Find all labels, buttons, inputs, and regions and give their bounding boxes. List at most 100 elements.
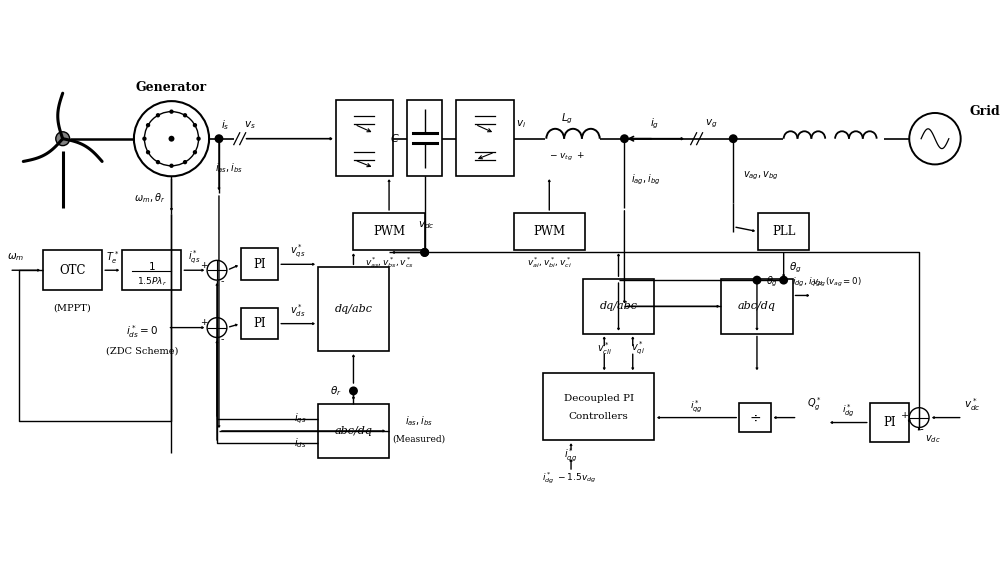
Text: $\theta_g$: $\theta_g$ [789, 261, 802, 275]
Text: $i^*_{qs}$: $i^*_{qs}$ [188, 249, 200, 266]
Circle shape [729, 134, 738, 143]
Bar [758, 213, 809, 250]
Text: PWM: PWM [373, 225, 405, 238]
Text: $v_s$: $v_s$ [244, 119, 256, 131]
Text: dq/abc: dq/abc [600, 301, 638, 311]
Text: (Measured): (Measured) [392, 434, 445, 443]
Text: $Q^*_g$: $Q^*_g$ [807, 396, 822, 413]
Text: $i_{as},i_{bs}$: $i_{as},i_{bs}$ [405, 414, 433, 428]
Text: $i^*_{dg}\ -1.5v_{dg}$: $i^*_{dg}\ -1.5v_{dg}$ [542, 470, 596, 486]
Text: PWM: PWM [533, 225, 565, 238]
Text: $v^*_{ai},v^*_{bi},v^*_{ci}$: $v^*_{ai},v^*_{bi},v^*_{ci}$ [527, 255, 572, 270]
Text: $v^*_{qs}$: $v^*_{qs}$ [290, 243, 306, 260]
Bar [336, 100, 393, 176]
Circle shape [620, 134, 629, 143]
Text: (ZDC Scheme): (ZDC Scheme) [106, 347, 178, 356]
Bar [514, 213, 585, 250]
Text: $v_{ag},v_{bg}$: $v_{ag},v_{bg}$ [743, 170, 779, 183]
Text: -: - [919, 425, 923, 435]
Text: -: - [220, 335, 224, 344]
Circle shape [909, 113, 961, 164]
Text: $\omega_m$: $\omega_m$ [7, 251, 25, 263]
Text: $v^*_{as},v^*_{bs},v^*_{cs}$: $v^*_{as},v^*_{bs},v^*_{cs}$ [365, 255, 413, 270]
Text: $1$: $1$ [148, 260, 156, 272]
Text: +: + [200, 318, 208, 327]
Circle shape [56, 132, 70, 146]
Bar [543, 373, 654, 441]
Circle shape [207, 260, 227, 280]
Text: $v_{dc}$: $v_{dc}$ [418, 219, 435, 230]
Text: (MPPT): (MPPT) [54, 303, 91, 313]
Text: $i^*_{qg}$: $i^*_{qg}$ [690, 398, 703, 414]
Text: $C$: $C$ [390, 132, 400, 144]
Bar [43, 250, 102, 290]
Text: $v_i$: $v_i$ [516, 118, 526, 130]
Circle shape [420, 248, 429, 257]
Text: $v^*_{cli}$: $v^*_{cli}$ [597, 340, 612, 357]
Circle shape [349, 386, 358, 395]
Circle shape [420, 248, 429, 257]
Circle shape [146, 123, 150, 127]
Text: Controllers: Controllers [569, 412, 629, 421]
Bar [870, 403, 909, 442]
Text: abc/dq: abc/dq [738, 301, 776, 311]
Text: $i_g$: $i_g$ [650, 116, 659, 131]
Circle shape [144, 112, 199, 166]
Text: PI: PI [883, 416, 896, 429]
Bar [241, 249, 278, 280]
Circle shape [183, 160, 187, 164]
Circle shape [215, 134, 223, 143]
Text: $i^*_{qg}$: $i^*_{qg}$ [564, 446, 578, 464]
Text: $T^*_e$: $T^*_e$ [106, 249, 119, 266]
Circle shape [183, 113, 187, 118]
Text: $\omega_m,\theta_r$: $\omega_m,\theta_r$ [134, 191, 165, 205]
Text: $i^*_{ds}=0$: $i^*_{ds}=0$ [126, 323, 158, 340]
Text: $i_{ag},i_{bg}$: $i_{ag},i_{bg}$ [631, 173, 661, 187]
Circle shape [779, 276, 788, 285]
Text: +: + [901, 411, 909, 420]
Circle shape [193, 123, 197, 127]
Bar [456, 100, 514, 176]
Circle shape [156, 113, 160, 118]
Text: PI: PI [253, 258, 266, 271]
Circle shape [193, 150, 197, 154]
Text: $v^*_{ds}$: $v^*_{ds}$ [290, 303, 306, 319]
Text: dq/abc: dq/abc [334, 304, 372, 314]
Bar [739, 403, 771, 432]
Circle shape [146, 150, 150, 154]
Text: PI: PI [253, 317, 266, 330]
Circle shape [196, 137, 201, 141]
Bar [353, 213, 425, 250]
Text: $i_{as},i_{bs}$: $i_{as},i_{bs}$ [215, 161, 243, 175]
Text: $\theta_g$: $\theta_g$ [766, 275, 778, 289]
Bar [407, 100, 442, 176]
Text: $i_{qs}$: $i_{qs}$ [294, 412, 306, 426]
Bar [241, 308, 278, 339]
Bar [318, 267, 389, 352]
Text: Generator: Generator [136, 81, 207, 94]
Text: $1.5P\lambda_r$: $1.5P\lambda_r$ [137, 276, 167, 288]
Text: $v_g$: $v_g$ [705, 118, 718, 130]
Text: $\theta_r$: $\theta_r$ [330, 384, 342, 398]
Text: PLL: PLL [772, 225, 795, 238]
Text: $v^*_{qi}$: $v^*_{qi}$ [631, 340, 645, 357]
Text: $i_s$: $i_s$ [221, 118, 229, 132]
Circle shape [207, 318, 227, 338]
Text: $i^*_{dg}$: $i^*_{dg}$ [842, 402, 854, 417]
Text: $-\ v_{tg}\ +$: $-\ v_{tg}\ +$ [549, 151, 585, 162]
Circle shape [134, 101, 209, 176]
Circle shape [156, 160, 160, 164]
Circle shape [169, 109, 174, 114]
Text: $v_{dc}$: $v_{dc}$ [925, 434, 941, 445]
Text: Decoupled PI: Decoupled PI [564, 394, 634, 403]
Bar [583, 279, 654, 333]
Text: $v^*_{dc}$: $v^*_{dc}$ [964, 396, 981, 413]
Bar [122, 250, 181, 290]
Circle shape [142, 137, 147, 141]
Text: abc/dq: abc/dq [334, 426, 372, 436]
Bar [721, 279, 793, 333]
Text: $v_{dg}(v_{ag}=0)$: $v_{dg}(v_{ag}=0)$ [812, 276, 862, 289]
Text: $i_{dg},i_{qg}$: $i_{dg},i_{qg}$ [792, 276, 821, 289]
Text: $i_{ds}$: $i_{ds}$ [294, 436, 306, 450]
Text: $\div$: $\div$ [749, 410, 761, 425]
